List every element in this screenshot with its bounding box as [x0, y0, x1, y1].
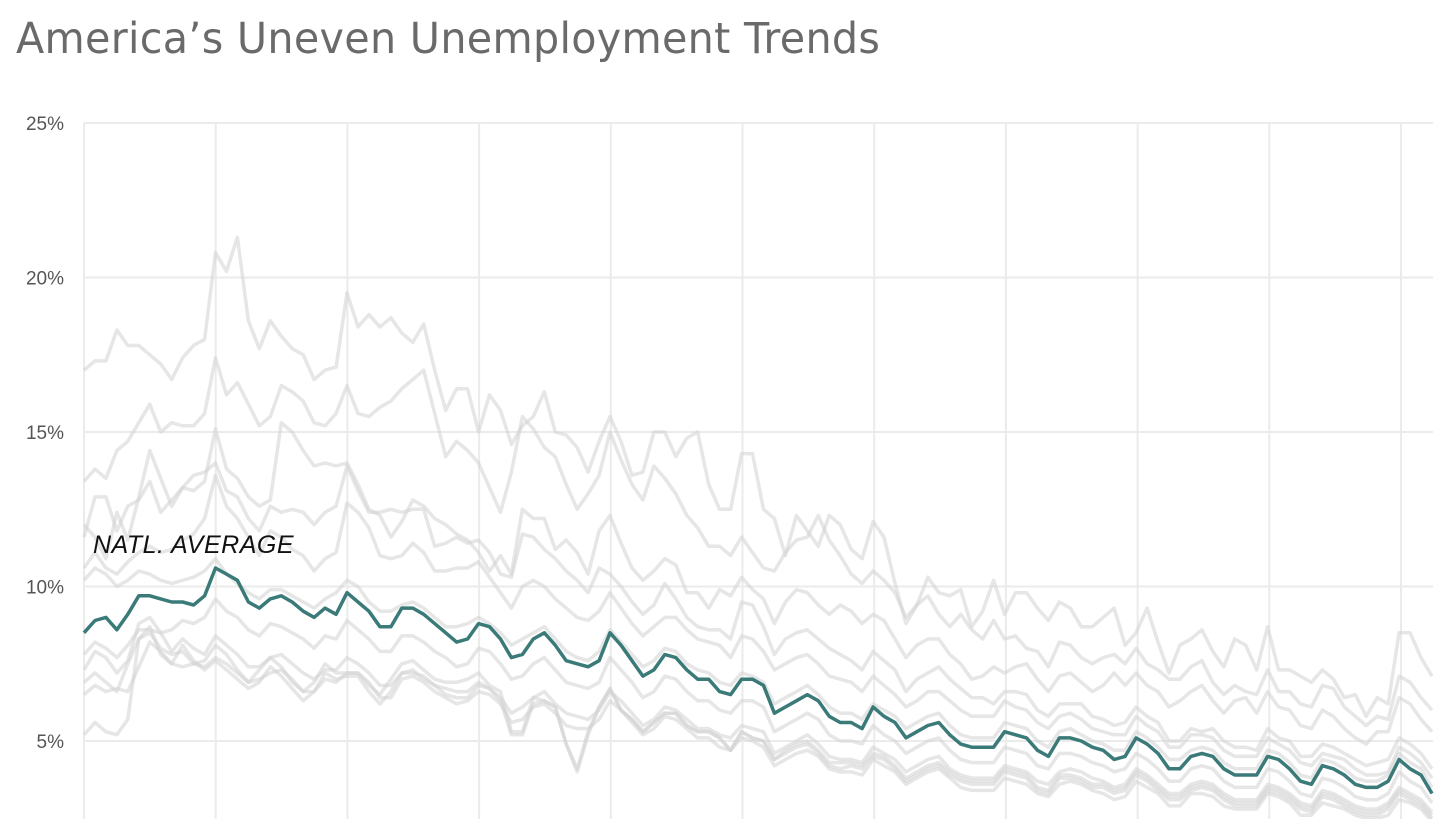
series-line [82, 235, 1434, 719]
gridlines [83, 122, 1433, 819]
y-tick-label: 25% [26, 114, 64, 135]
series-line [82, 556, 1434, 789]
state-lines [82, 235, 1434, 819]
y-tick-label: 5% [37, 732, 65, 753]
series-line [82, 461, 1434, 770]
series-line [82, 631, 1434, 819]
y-tick-label: 15% [26, 423, 64, 444]
y-tick-label: 10% [26, 578, 64, 599]
chart-title: America’s Uneven Unemployment Trends [16, 14, 881, 64]
series-line [82, 420, 1434, 746]
national-average-line [82, 566, 1434, 795]
series-line [82, 615, 1434, 814]
series-line-highlight [82, 566, 1434, 795]
series-line [82, 356, 1434, 728]
series-line [82, 597, 1434, 804]
series-line [82, 473, 1434, 780]
y-axis: 25% 20% 15% 10% 5% [26, 114, 64, 753]
series-line [82, 640, 1433, 819]
natl-average-label: NATL. AVERAGE [93, 531, 294, 559]
y-tick-label: 20% [26, 269, 64, 290]
